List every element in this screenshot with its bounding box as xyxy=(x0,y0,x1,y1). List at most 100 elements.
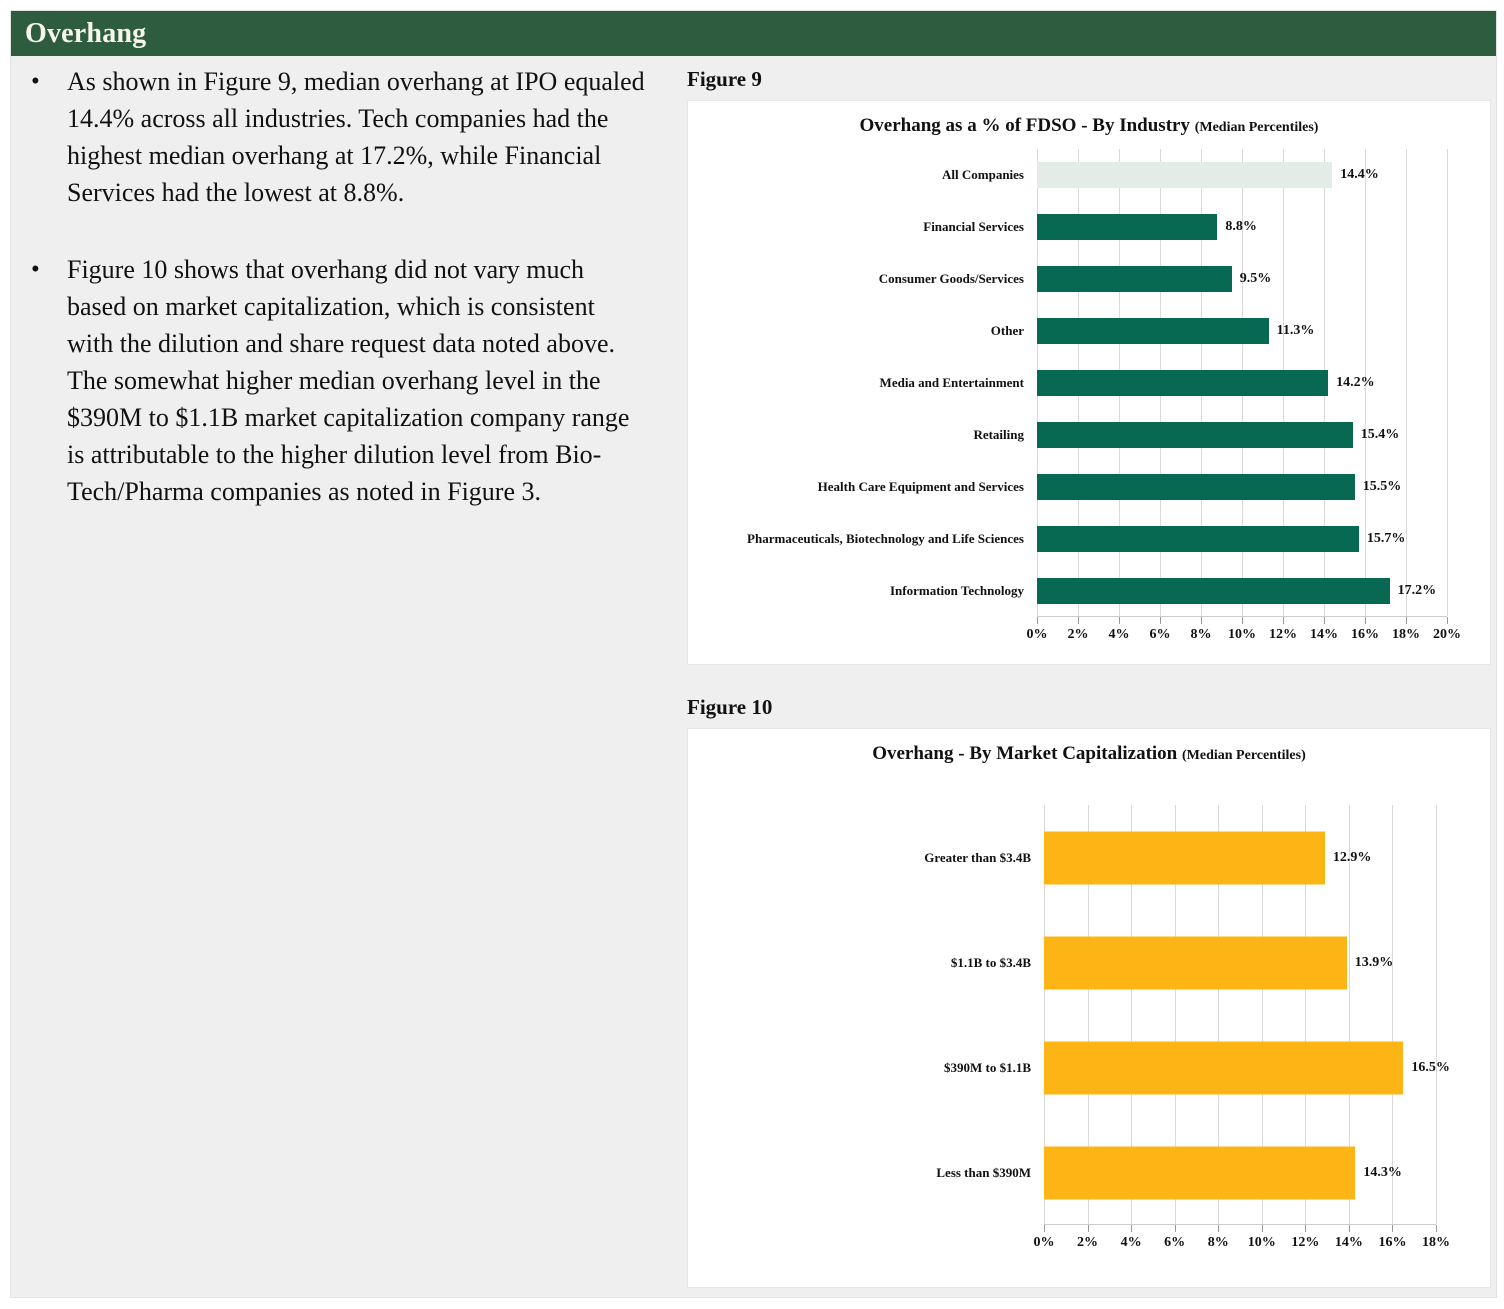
chart-plot-area: Greater than $3.4B 12.9% $1.1B to $3.4B 13.… xyxy=(924,805,1450,1225)
axis-tick-mark xyxy=(1087,1225,1089,1232)
chart-value-label: 14.4% xyxy=(1340,167,1379,182)
figure9-chart-title: Overhang as a % of FDSO - By Industry (M… xyxy=(688,101,1490,137)
chart-gridline xyxy=(1261,805,1263,1224)
axis-tick-mark xyxy=(1392,1225,1394,1232)
chart-row: $390M to $1.1B 16.5% xyxy=(944,1015,1450,1120)
axis-tick-mark xyxy=(1218,1225,1220,1232)
axis-tick-mark xyxy=(1305,1225,1307,1232)
axis-tick-label: 18% xyxy=(1392,627,1420,642)
chart-row: Information Technology 17.2% xyxy=(890,565,1447,617)
axis-tick-mark xyxy=(1131,1225,1133,1232)
bullet-item: • As shown in Figure 9, median overhang … xyxy=(19,63,669,211)
text-column: • As shown in Figure 9, median overhang … xyxy=(19,63,669,550)
axis-tick-mark xyxy=(1174,1225,1176,1232)
chart-row: Less than $390M 14.3% xyxy=(936,1120,1436,1225)
chart-category-label: All Companies xyxy=(942,167,1024,182)
chart-value-label: 14.3% xyxy=(1363,1164,1402,1180)
axis-tick-label: 10% xyxy=(1247,1235,1276,1250)
axis-tick-label: 18% xyxy=(1422,1235,1450,1250)
bullet-text: As shown in Figure 9, median overhang at… xyxy=(67,67,645,207)
axis-tick-mark xyxy=(1261,1225,1263,1232)
chart-bar xyxy=(1044,1041,1404,1094)
axis-tick-label: 6% xyxy=(1149,627,1171,642)
axis-tick-label: 8% xyxy=(1207,1235,1229,1250)
chart-gridline xyxy=(1131,805,1133,1224)
report-page: Overhang • As shown in Figure 9, median … xyxy=(10,10,1497,1298)
chart-bar xyxy=(1044,831,1325,884)
axis-tick-label: 16% xyxy=(1378,1235,1407,1250)
chart-category-label: Greater than $3.4B xyxy=(924,849,1031,865)
axis-tick-label: 2% xyxy=(1077,1235,1099,1250)
chart-gridline xyxy=(1174,805,1176,1224)
figure9-title-text: Overhang as a % of FDSO - By Industry xyxy=(859,115,1190,136)
chart-value-label: 9.5% xyxy=(1239,271,1272,286)
chart-category-label: Other xyxy=(990,323,1024,338)
chart-bar xyxy=(1037,526,1359,552)
axis-tick-label: 4% xyxy=(1108,627,1130,642)
figure9-panel: Overhang as a % of FDSO - By Industry (M… xyxy=(687,100,1491,665)
axis-tick-label: 10% xyxy=(1228,627,1256,642)
chart-category-label: Health Care Equipment and Services xyxy=(817,479,1024,494)
axis-tick-mark xyxy=(1242,617,1243,624)
figure9-label: Figure 9 xyxy=(687,67,762,91)
axis-tick-mark xyxy=(1436,1225,1437,1232)
bullet-icon: • xyxy=(31,256,40,283)
axis-tick-label: 4% xyxy=(1120,1235,1142,1250)
axis-tick-mark xyxy=(1119,617,1120,624)
figure9-bar-chart: All Companies 14.4% Financial Services 8.8%… xyxy=(688,149,1490,653)
chart-gridline xyxy=(1406,149,1407,616)
chart-gridline xyxy=(1087,805,1089,1224)
chart-value-label: 14.2% xyxy=(1336,375,1375,390)
chart-category-label: $390M to $1.1B xyxy=(943,1059,1031,1075)
axis-tick-label: 12% xyxy=(1269,627,1297,642)
chart-gridline xyxy=(1365,149,1366,616)
chart-bar xyxy=(1037,214,1218,240)
bullet-icon: • xyxy=(31,68,40,95)
bullet-item: • Figure 10 shows that overhang did not … xyxy=(19,251,669,510)
figure10-chart-title: Overhang - By Market Capitalization (Med… xyxy=(688,729,1490,765)
axis-tick-mark xyxy=(1324,617,1325,624)
chart-category-label: Pharmaceuticals, Biotechnology and Life … xyxy=(747,531,1024,546)
chart-category-label: Less than $390M xyxy=(936,1164,1031,1180)
axis-tick-label: 20% xyxy=(1433,627,1461,642)
chart-bar xyxy=(1037,578,1390,604)
section-title: Overhang xyxy=(25,17,147,49)
chart-value-label: 11.3% xyxy=(1276,323,1315,338)
chart-category-label: Consumer Goods/Services xyxy=(878,271,1024,286)
chart-row: Pharmaceuticals, Biotechnology and Life … xyxy=(747,513,1447,565)
chart-value-label: 13.9% xyxy=(1354,954,1394,970)
axis-tick-label: 14% xyxy=(1334,1235,1363,1250)
axis-tick-label: 16% xyxy=(1351,627,1379,642)
chart-gridline xyxy=(1044,805,1045,1224)
chart-bar xyxy=(1037,474,1355,500)
figure10-title-text: Overhang - By Market Capitalization xyxy=(872,743,1178,764)
chart-bar xyxy=(1037,162,1333,188)
chart-plot-area: All Companies 14.4% Financial Services 8.8%… xyxy=(747,149,1448,617)
chart-row: Consumer Goods/Services 9.5% xyxy=(879,253,1447,305)
chart-row: Health Care Equipment and Services 15.5% xyxy=(818,461,1447,513)
axis-tick-mark xyxy=(1044,1225,1045,1232)
axis-tick-label: 8% xyxy=(1190,627,1212,642)
axis-tick-mark xyxy=(1160,617,1161,624)
axis-tick-label: 0% xyxy=(1026,627,1048,642)
figure9-subtitle-text: (Median Percentiles) xyxy=(1194,120,1319,135)
section-header: Overhang xyxy=(11,11,1496,56)
axis-tick-mark xyxy=(1201,617,1202,624)
chart-bar xyxy=(1044,936,1347,989)
chart-row: All Companies 14.4% xyxy=(942,149,1447,201)
chart-row: Financial Services 8.8% xyxy=(923,201,1447,253)
chart-value-label: 17.2% xyxy=(1397,583,1437,598)
axis-tick-mark xyxy=(1078,617,1079,624)
chart-bar xyxy=(1044,1146,1356,1199)
chart-bar xyxy=(1037,266,1232,292)
chart-bar xyxy=(1037,422,1353,448)
chart-gridline xyxy=(1447,149,1448,616)
chart-category-label: Financial Services xyxy=(923,219,1024,234)
chart-bar xyxy=(1037,370,1329,396)
chart-row: Greater than $3.4B 12.9% xyxy=(924,805,1436,910)
axis-tick-mark xyxy=(1447,617,1448,624)
figure10-bar-chart: Greater than $3.4B 12.9% $1.1B to $3.4B 13.… xyxy=(688,805,1490,1261)
chart-gridline xyxy=(1392,805,1394,1224)
figure10-panel: Overhang - By Market Capitalization (Med… xyxy=(687,728,1491,1288)
axis-tick-mark xyxy=(1037,617,1038,624)
